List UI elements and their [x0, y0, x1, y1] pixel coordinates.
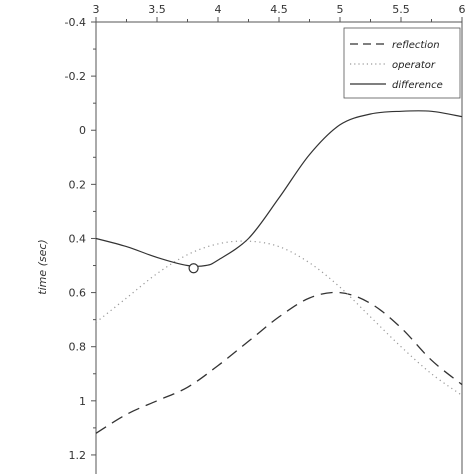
y-tick-label: -0.4	[65, 16, 86, 29]
x-tick-label: 5	[337, 3, 344, 16]
y-tick-label: 0.4	[69, 232, 87, 245]
y-tick-label: -0.2	[65, 70, 86, 83]
legend: reflection operator difference	[343, 27, 461, 99]
point-marker	[188, 263, 199, 274]
series-layer	[95, 110, 463, 434]
x-tick-label: 3.5	[148, 3, 166, 16]
legend-label-difference: difference	[392, 80, 443, 91]
legend-label-reflection: reflection	[392, 40, 440, 51]
series-line-reflection	[95, 291, 463, 434]
series-line-operator	[95, 240, 463, 396]
y-axis-label: time (sec)	[36, 239, 49, 294]
y-tick-label: 0.8	[69, 341, 87, 354]
y-tick-label: 0	[79, 124, 86, 137]
y-axis: -0.4 -0.2 0 0.2 0.4 0.6 0.8 1 1.2	[65, 16, 96, 462]
y-tick-label: 0.6	[69, 287, 87, 300]
legend-box	[343, 27, 461, 99]
x-tick-label: 6	[459, 3, 466, 16]
series-line-difference	[95, 110, 463, 267]
marker-layer	[188, 263, 199, 274]
x-tick-label: 3	[93, 3, 100, 16]
legend-label-operator: operator	[392, 60, 436, 71]
y-tick-label: 0.2	[69, 178, 87, 191]
x-tick-label: 4	[215, 3, 222, 16]
x-tick-label: 5.5	[392, 3, 410, 16]
x-axis: 3 3.5 4 4.5 5 5.5 6	[93, 3, 466, 22]
y-tick-label: 1	[79, 395, 86, 408]
y-tick-label: 1.2	[69, 449, 87, 462]
x-tick-label: 4.5	[270, 3, 288, 16]
